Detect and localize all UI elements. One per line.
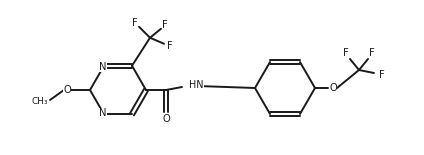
- Text: O: O: [63, 85, 71, 95]
- Text: F: F: [343, 48, 349, 58]
- Text: N: N: [99, 62, 107, 72]
- Text: F: F: [369, 48, 375, 58]
- Text: F: F: [379, 70, 385, 80]
- Text: HN: HN: [189, 80, 204, 90]
- Text: O: O: [329, 83, 337, 93]
- Text: F: F: [162, 20, 168, 30]
- Text: F: F: [132, 18, 138, 28]
- Text: O: O: [162, 114, 170, 124]
- Text: F: F: [167, 41, 173, 51]
- Text: CH₃: CH₃: [31, 97, 48, 106]
- Text: N: N: [99, 108, 107, 118]
